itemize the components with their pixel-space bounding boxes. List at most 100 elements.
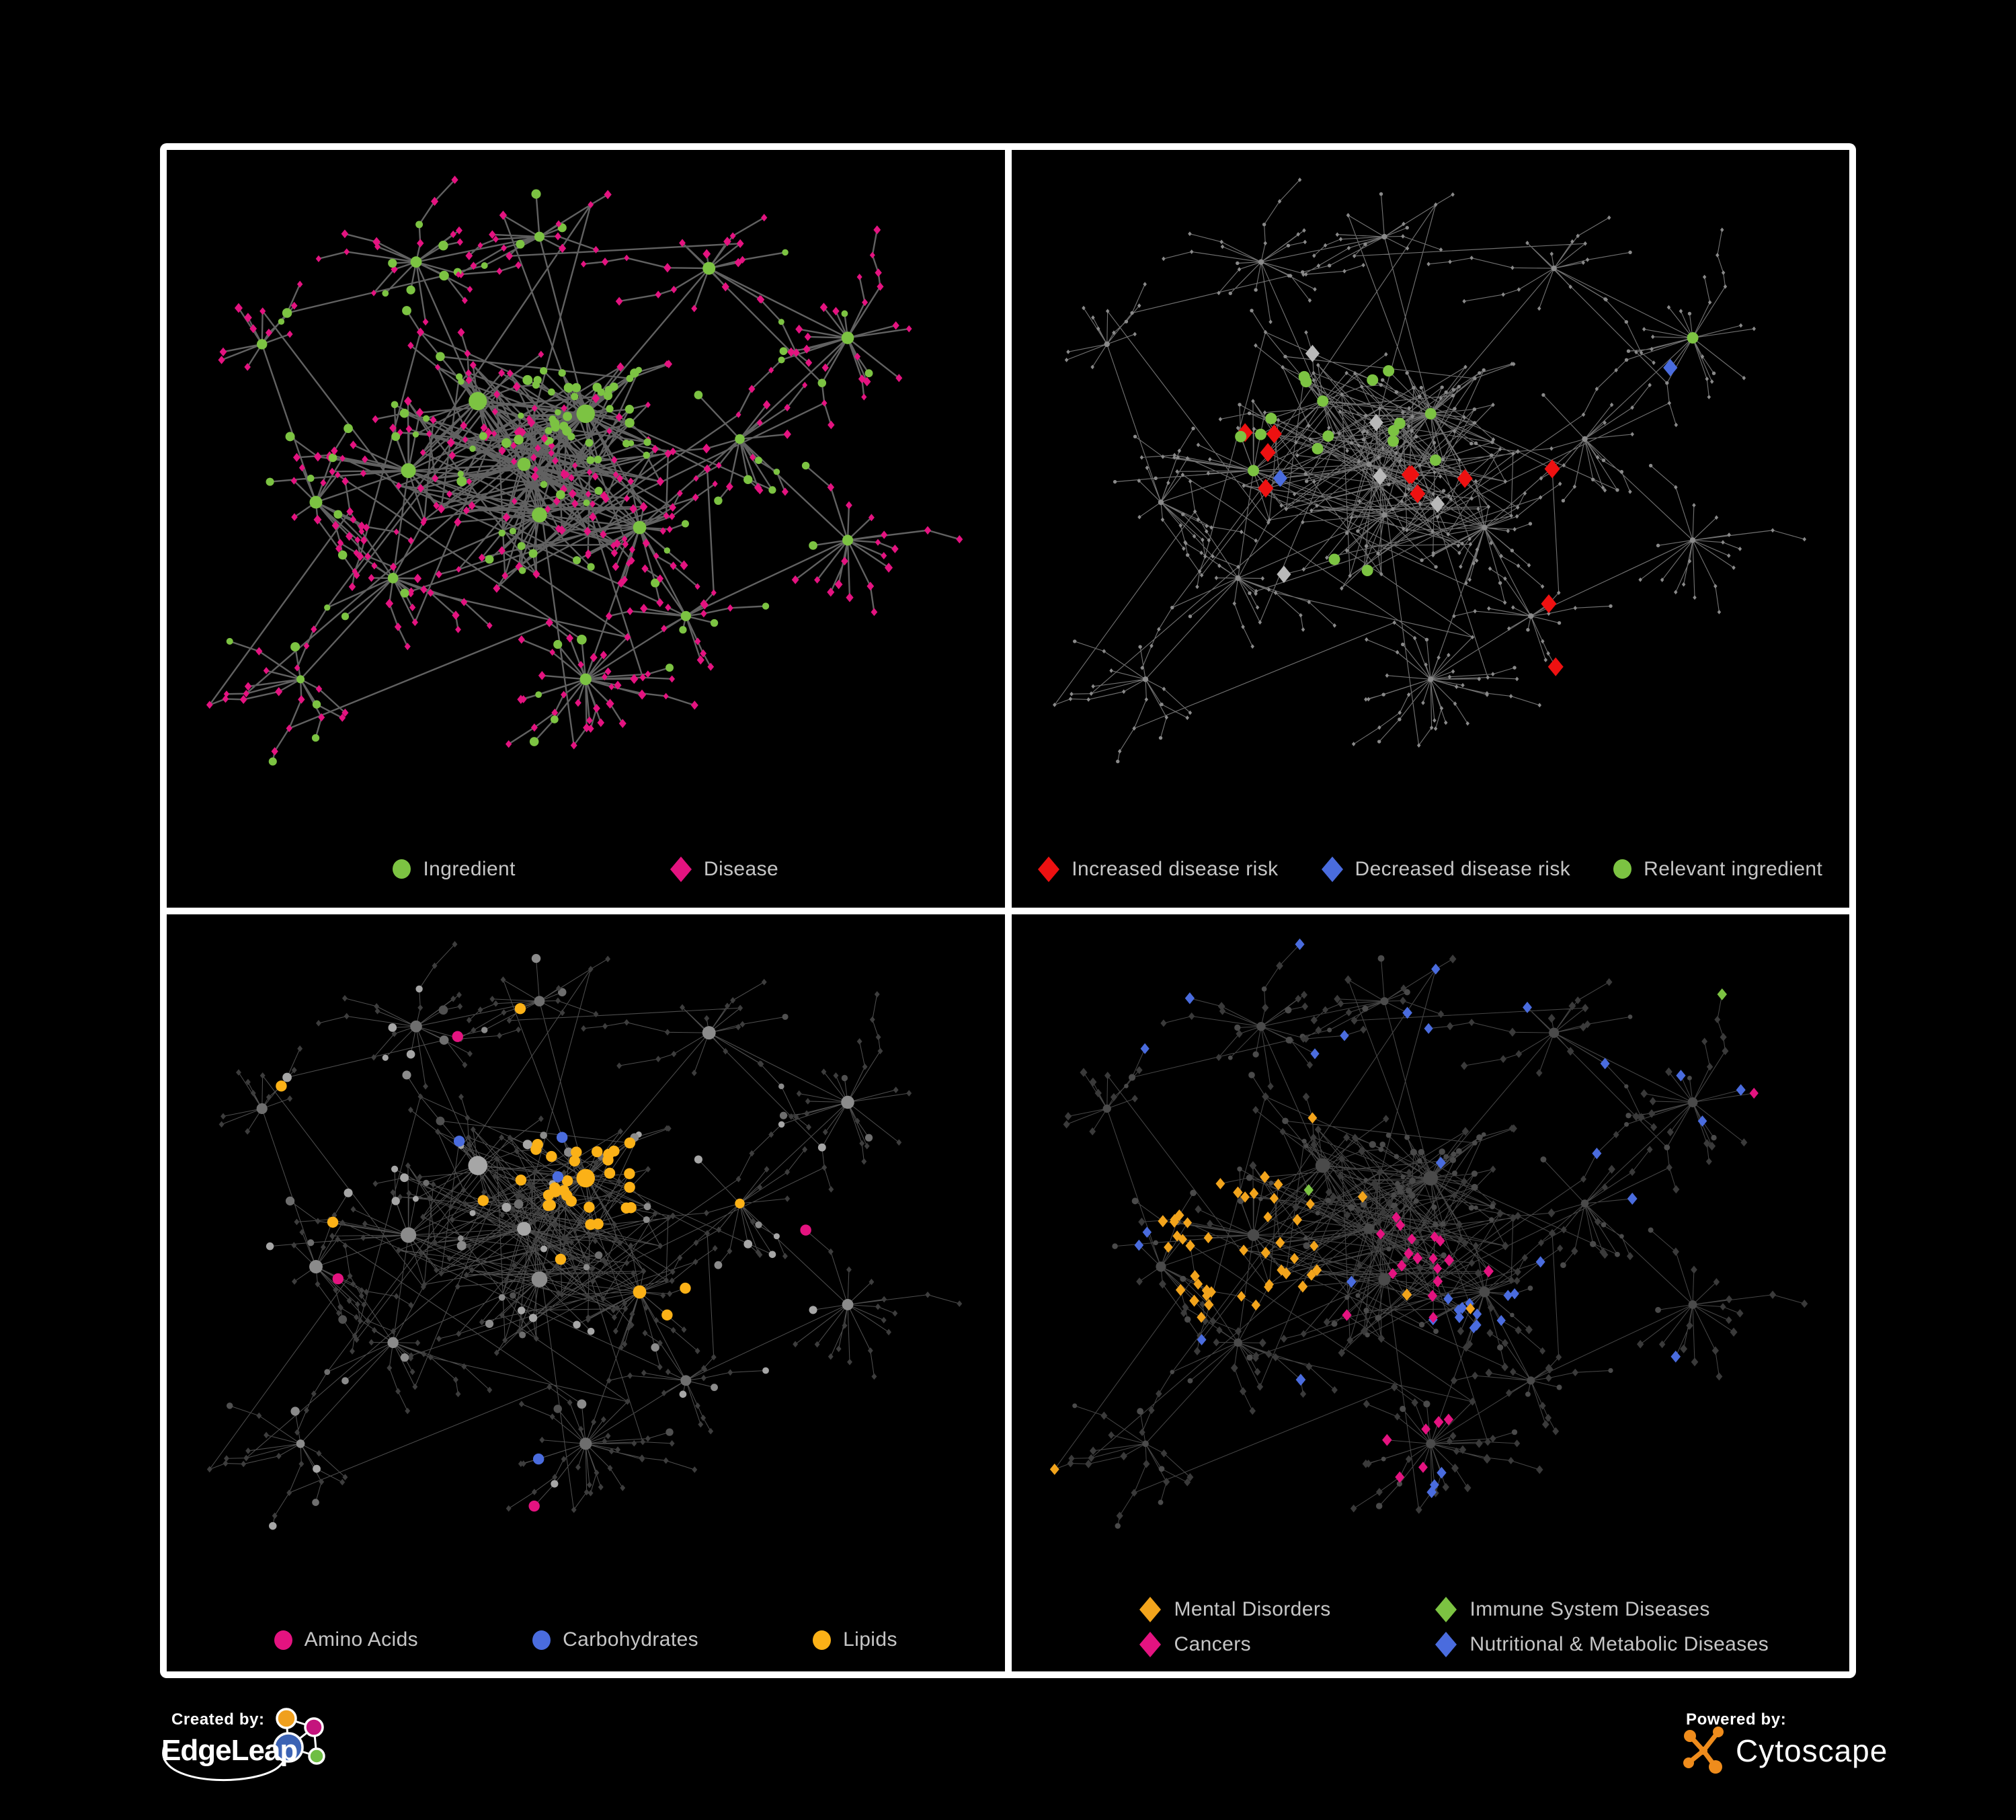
graph-node[interactable]	[1457, 1234, 1464, 1243]
graph-node[interactable]	[1607, 1368, 1613, 1373]
graph-node[interactable]	[702, 262, 716, 275]
graph-node[interactable]	[456, 226, 462, 235]
graph-node[interactable]	[1451, 393, 1455, 398]
graph-node[interactable]	[1374, 1314, 1381, 1321]
graph-node[interactable]	[1560, 1225, 1567, 1234]
graph-node[interactable]	[589, 512, 597, 522]
graph-node[interactable]	[501, 571, 509, 580]
graph-node[interactable]	[1133, 434, 1137, 439]
graph-node[interactable]	[1439, 706, 1443, 711]
graph-node[interactable]	[1297, 1280, 1307, 1293]
graph-node[interactable]	[1704, 377, 1709, 381]
graph-node[interactable]	[1369, 413, 1383, 432]
graph-node[interactable]	[587, 1327, 595, 1335]
graph-node[interactable]	[564, 1147, 573, 1157]
graph-node[interactable]	[517, 457, 531, 471]
graph-node[interactable]	[532, 381, 540, 389]
graph-node[interactable]	[1627, 489, 1632, 494]
graph-node[interactable]	[518, 427, 526, 437]
graph-node[interactable]	[625, 1201, 637, 1213]
graph-node[interactable]	[1432, 470, 1437, 475]
graph-node[interactable]	[1672, 1247, 1679, 1256]
graph-node[interactable]	[540, 366, 548, 375]
graph-node[interactable]	[895, 374, 903, 383]
graph-node[interactable]	[439, 270, 449, 281]
graph-node[interactable]	[1580, 1199, 1588, 1208]
graph-node[interactable]	[1361, 565, 1373, 577]
graph-node[interactable]	[1463, 364, 1467, 370]
graph-node[interactable]	[506, 251, 514, 261]
graph-node[interactable]	[1382, 365, 1394, 377]
graph-node[interactable]	[1547, 1013, 1556, 1023]
graph-node[interactable]	[1285, 1036, 1293, 1043]
graph-node[interactable]	[324, 604, 331, 611]
graph-node[interactable]	[1404, 988, 1410, 995]
graph-node[interactable]	[344, 248, 350, 255]
graph-node[interactable]	[1514, 1212, 1521, 1220]
graph-node[interactable]	[735, 434, 745, 444]
graph-node[interactable]	[390, 1189, 396, 1195]
graph-node[interactable]	[481, 262, 488, 270]
graph-node[interactable]	[1356, 1261, 1363, 1269]
graph-node[interactable]	[469, 391, 487, 411]
graph-node[interactable]	[407, 1106, 413, 1113]
graph-node[interactable]	[1476, 1134, 1483, 1141]
graph-node[interactable]	[585, 490, 592, 498]
graph-node[interactable]	[1486, 1329, 1494, 1337]
graph-node[interactable]	[1690, 1265, 1697, 1273]
graph-node[interactable]	[1375, 551, 1380, 555]
graph-node[interactable]	[773, 1232, 780, 1239]
graph-node[interactable]	[509, 527, 516, 535]
graph-node[interactable]	[656, 598, 664, 607]
graph-node[interactable]	[606, 428, 612, 435]
graph-node[interactable]	[1525, 628, 1530, 632]
graph-node[interactable]	[1453, 701, 1457, 706]
graph-node[interactable]	[1601, 1183, 1608, 1191]
graph-node[interactable]	[714, 1261, 723, 1269]
graph-node[interactable]	[1451, 1463, 1459, 1472]
graph-node[interactable]	[1535, 1068, 1542, 1077]
graph-node[interactable]	[372, 237, 381, 247]
graph-node[interactable]	[1725, 1294, 1732, 1304]
graph-node[interactable]	[465, 1114, 471, 1121]
graph-node[interactable]	[624, 254, 630, 262]
graph-node[interactable]	[1068, 697, 1072, 701]
graph-node[interactable]	[1539, 1347, 1545, 1355]
graph-node[interactable]	[1376, 455, 1381, 460]
graph-node[interactable]	[1276, 418, 1280, 423]
graph-node[interactable]	[1331, 1386, 1338, 1394]
graph-node[interactable]	[1648, 1227, 1654, 1233]
graph-node[interactable]	[665, 603, 672, 612]
graph-node[interactable]	[350, 1347, 355, 1355]
graph-node[interactable]	[409, 603, 416, 612]
graph-node[interactable]	[782, 1013, 789, 1020]
graph-node[interactable]	[1568, 1001, 1576, 1011]
graph-node[interactable]	[1306, 423, 1311, 428]
graph-node[interactable]	[1172, 452, 1176, 458]
graph-node[interactable]	[1500, 292, 1505, 297]
graph-node[interactable]	[1725, 1316, 1732, 1324]
graph-node[interactable]	[1291, 1202, 1299, 1212]
graph-node[interactable]	[1402, 1006, 1412, 1019]
graph-node[interactable]	[1439, 385, 1444, 389]
graph-node[interactable]	[1397, 1188, 1404, 1195]
graph-node[interactable]	[670, 1268, 676, 1275]
graph-node[interactable]	[698, 1421, 704, 1427]
graph-node[interactable]	[1128, 1073, 1135, 1081]
graph-node[interactable]	[1721, 1046, 1728, 1055]
graph-node[interactable]	[737, 1004, 743, 1011]
graph-node[interactable]	[1405, 245, 1409, 251]
graph-node[interactable]	[1517, 287, 1521, 292]
graph-node[interactable]	[1306, 1060, 1313, 1069]
graph-node[interactable]	[1195, 584, 1199, 590]
graph-node[interactable]	[1453, 1447, 1459, 1455]
graph-node[interactable]	[515, 261, 522, 270]
graph-node[interactable]	[1131, 1197, 1138, 1204]
graph-node[interactable]	[1416, 1263, 1423, 1272]
graph-node[interactable]	[610, 542, 617, 550]
graph-node[interactable]	[1105, 309, 1109, 314]
graph-node[interactable]	[1213, 1338, 1219, 1347]
graph-node[interactable]	[871, 608, 878, 617]
graph-node[interactable]	[558, 988, 567, 996]
graph-node[interactable]	[1446, 1021, 1453, 1030]
